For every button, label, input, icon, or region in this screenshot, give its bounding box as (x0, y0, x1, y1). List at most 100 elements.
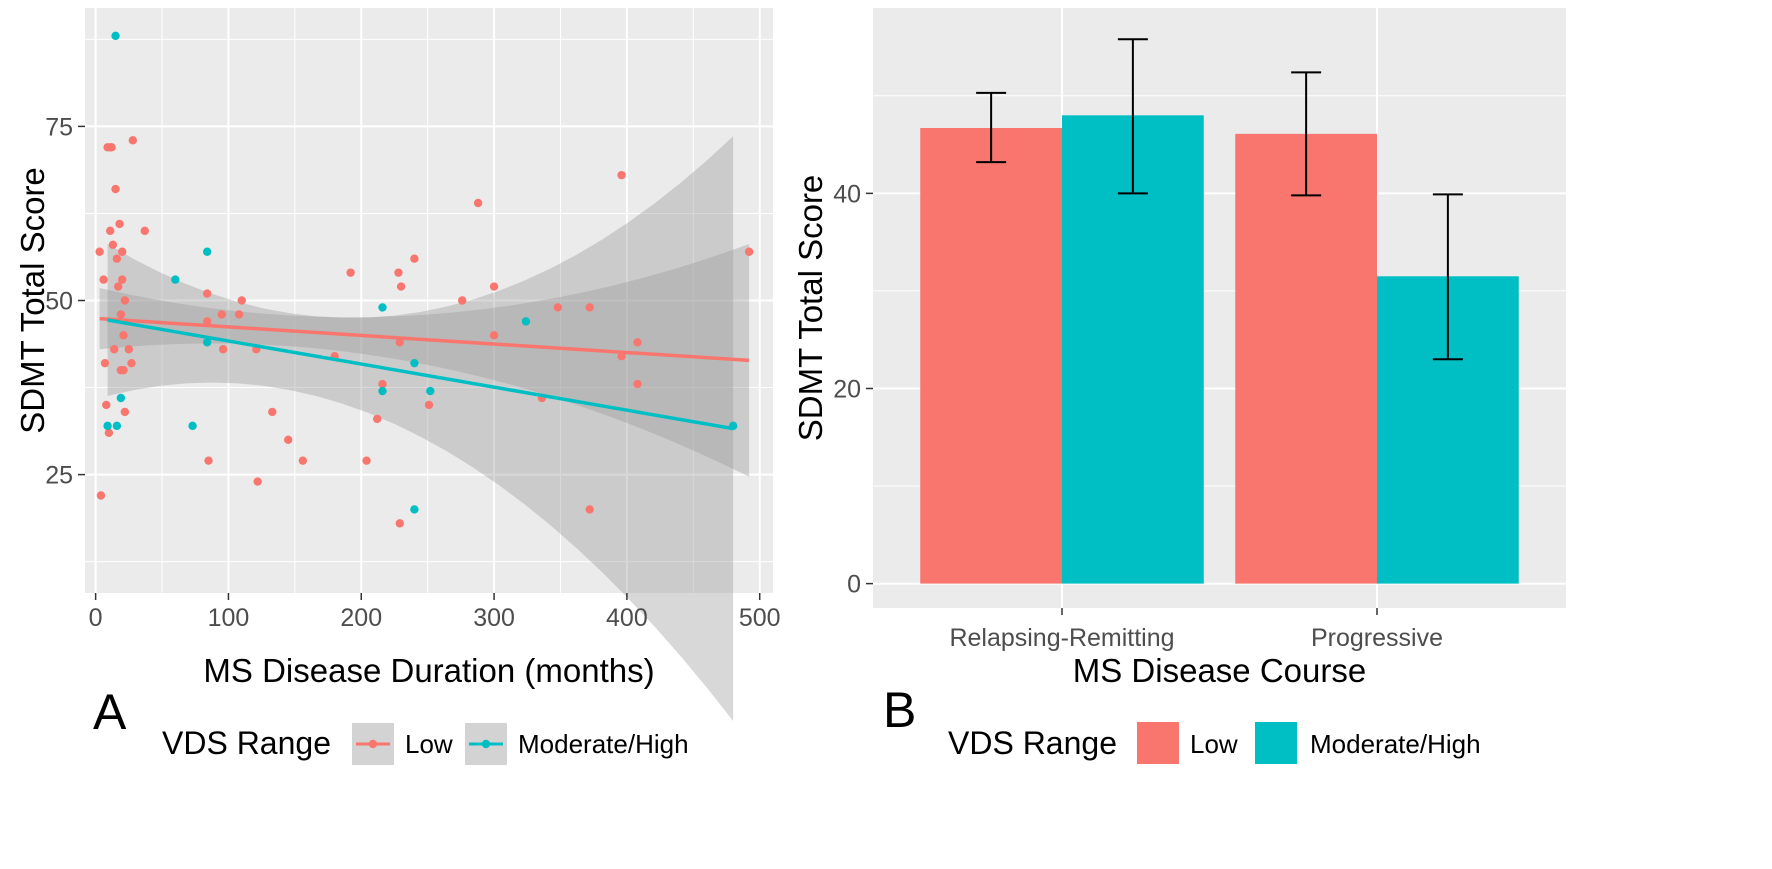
scatter-point-moderate-high (188, 421, 197, 431)
y-tick-label: 40 (833, 180, 861, 208)
scatter-point-low (473, 198, 483, 208)
scatter-point-moderate-high (202, 338, 212, 347)
y-tick-label: 75 (45, 113, 73, 141)
fit-line-low (99, 316, 750, 363)
scatter-point-moderate-high (521, 317, 531, 326)
scatter-point-low (458, 296, 467, 305)
scatter-point-low (585, 505, 594, 514)
scatter-point-low (633, 338, 642, 347)
y-tick-label: 50 (45, 288, 73, 316)
scatter-point-low (298, 456, 308, 465)
scatter-point-low (395, 338, 404, 347)
scatter-point-low (378, 379, 387, 389)
scatter-point-moderate-high (171, 275, 180, 284)
scatter-point-low (140, 226, 149, 236)
x-axis-title: MS Disease Course (1073, 652, 1366, 689)
y-axis-title: SDMT Total Score (792, 175, 829, 442)
scatter-point-low (115, 219, 124, 229)
legend-label-low: Low (1190, 729, 1238, 759)
x-tick-label: 500 (739, 604, 781, 632)
scatter-point-low (410, 254, 419, 263)
scatter-point-moderate-high (378, 303, 387, 312)
scatter-point-low (396, 282, 406, 291)
scatter-point-low (217, 310, 227, 319)
scatter-point-low (114, 282, 123, 291)
x-tick-label: Progressive (1311, 624, 1443, 652)
y-tick-label: 0 (847, 571, 861, 599)
scatter-point-low (585, 303, 594, 312)
scatter-point-low (116, 310, 126, 319)
x-tick-label: 200 (340, 604, 382, 632)
scatter-point-low (346, 268, 355, 277)
scatter-point-moderate-high (378, 386, 387, 396)
scatter-point-low (108, 240, 118, 249)
scatter-point-low (424, 400, 434, 410)
y-tick-label: 25 (45, 462, 73, 490)
panel-label-b: B (883, 682, 916, 738)
scatter-point-low (633, 379, 642, 389)
x-tick-label: 100 (208, 604, 250, 632)
scatter-point-low (237, 296, 246, 305)
scatter-point-low (617, 352, 626, 361)
scatter-point-moderate-high (116, 393, 126, 403)
scatter-point-low (117, 247, 127, 256)
legend-key-moderate-high (1255, 722, 1297, 764)
scatter-point-low (120, 407, 130, 417)
scatter-point-low (489, 331, 499, 340)
scatter-point-low (104, 428, 114, 438)
error-bar (1291, 71, 1322, 197)
scatter-point-low (204, 456, 213, 465)
x-tick-label: 400 (606, 604, 648, 632)
scatter-point-low (553, 303, 563, 312)
error-bar (1117, 38, 1148, 195)
panel-label-a: A (93, 684, 127, 740)
scatter-point-low (268, 407, 277, 417)
scatter-point-low (124, 345, 134, 354)
scatter-point-low (95, 247, 104, 256)
scatter-point-low (107, 143, 116, 152)
scatter-point-low (394, 268, 403, 277)
scatter-point-moderate-high (111, 31, 120, 41)
x-tick-label: 0 (89, 604, 103, 632)
scatter-point-low (111, 184, 120, 194)
scatter-point-low (119, 365, 128, 375)
scatter-point-moderate-high (426, 386, 435, 396)
scatter-point-low (106, 226, 115, 236)
x-tick-label: Relapsing-Remitting (949, 624, 1174, 652)
scatter-point-low (99, 275, 108, 284)
scatter-point-low (110, 345, 119, 354)
scatter-point-low (100, 358, 110, 368)
scatter-point-low (128, 136, 138, 145)
scatter-point-low (744, 247, 754, 256)
x-tick-label: 300 (473, 604, 515, 632)
x-axis-title: MS Disease Duration (months) (203, 652, 654, 689)
fit-line-moderate-high (107, 318, 734, 431)
scatter-point-moderate-high (202, 247, 212, 256)
low-confidence-band (99, 244, 750, 477)
scatter-point-low (234, 310, 244, 319)
legend-title: VDS Range (948, 725, 1117, 761)
y-tick-label: 20 (833, 375, 861, 403)
y-axis-title: SDMT Total Score (14, 167, 51, 434)
scatter-point-low (218, 345, 228, 354)
legend-a: VDS Range Low Moderate/High (162, 723, 689, 765)
error-bar (1432, 193, 1463, 361)
scatter-point-low (373, 414, 382, 424)
scatter-point-low (362, 456, 371, 465)
scatter-point-low (112, 254, 122, 263)
scatter-point-low (119, 331, 128, 340)
legend-label-moderate-high: Moderate/High (518, 729, 689, 759)
legend-label-low: Low (405, 729, 453, 759)
scatter-point-low (253, 477, 262, 486)
scatter-point-low (127, 358, 136, 368)
legend-key-moderate-high-point (481, 739, 491, 749)
bar-low (1235, 133, 1377, 584)
legend-key-low (1137, 722, 1179, 764)
legend-title: VDS Range (162, 725, 331, 761)
scatter-point-moderate-high (103, 421, 112, 431)
scatter-point-low (96, 491, 106, 500)
moderate-high-confidence-band (107, 136, 734, 721)
bar-low (920, 128, 1062, 584)
